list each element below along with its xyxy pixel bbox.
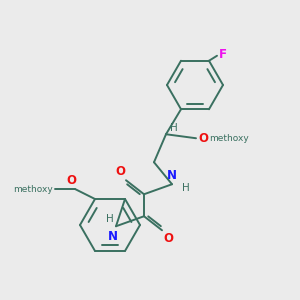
Text: O: O: [163, 232, 173, 245]
Text: H: H: [106, 214, 114, 224]
Text: F: F: [219, 48, 227, 61]
Text: N: N: [167, 169, 177, 182]
Text: methoxy: methoxy: [209, 134, 249, 143]
Text: O: O: [115, 165, 125, 178]
Text: methoxy: methoxy: [13, 184, 53, 194]
Text: H: H: [170, 123, 178, 133]
Text: N: N: [108, 230, 118, 243]
Text: O: O: [66, 174, 76, 187]
Text: H: H: [182, 183, 190, 193]
Text: O: O: [198, 132, 208, 145]
